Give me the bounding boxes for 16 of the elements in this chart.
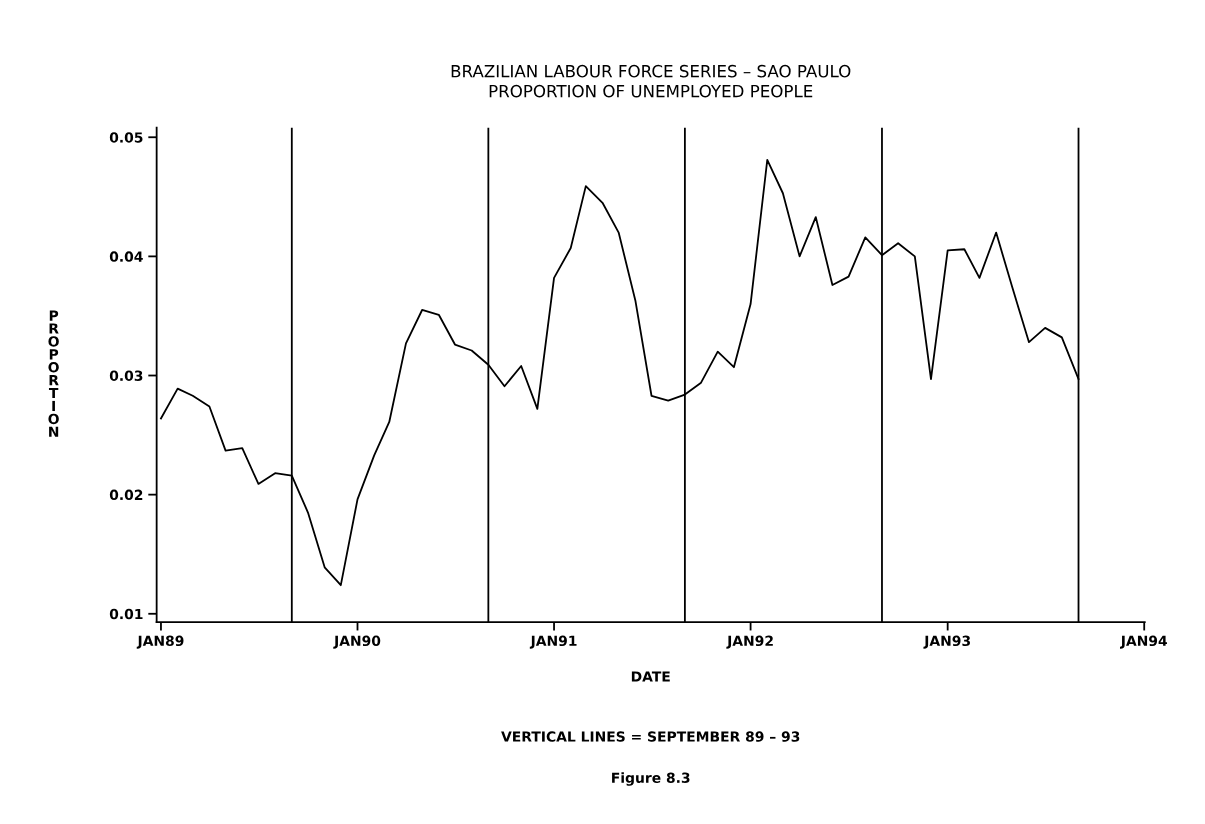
chart-title: BRAZILIAN LABOUR FORCE SERIES – SAO PAULO PROPORTION OF UNEMPLOYED PEOPLE [451,64,851,98]
x-tick-label: JAN89 [136,635,184,649]
y-tick-label: 0.02 [109,489,143,501]
x-tick-label: JAN93 [923,635,970,649]
y-tick-label: 0.03 [109,370,143,381]
y-tick-label: 0.04 [109,251,143,262]
text: PROPORTION [48,310,59,437]
x-tick-label: JAN90 [333,635,381,649]
text: VERTICAL LINES = SEPTEMBER 89 – 93 [501,731,800,742]
x-tick-label: JAN91 [529,635,577,649]
x-tick-label: JAN94 [1120,635,1168,649]
y-tick-label: 0.05 [109,132,143,143]
x-tick-label: JAN92 [726,635,773,649]
y-tick-label: 0.01 [109,608,143,620]
x-axis-title: DATE [631,671,670,682]
caption: Figure 8.3 [612,772,690,786]
